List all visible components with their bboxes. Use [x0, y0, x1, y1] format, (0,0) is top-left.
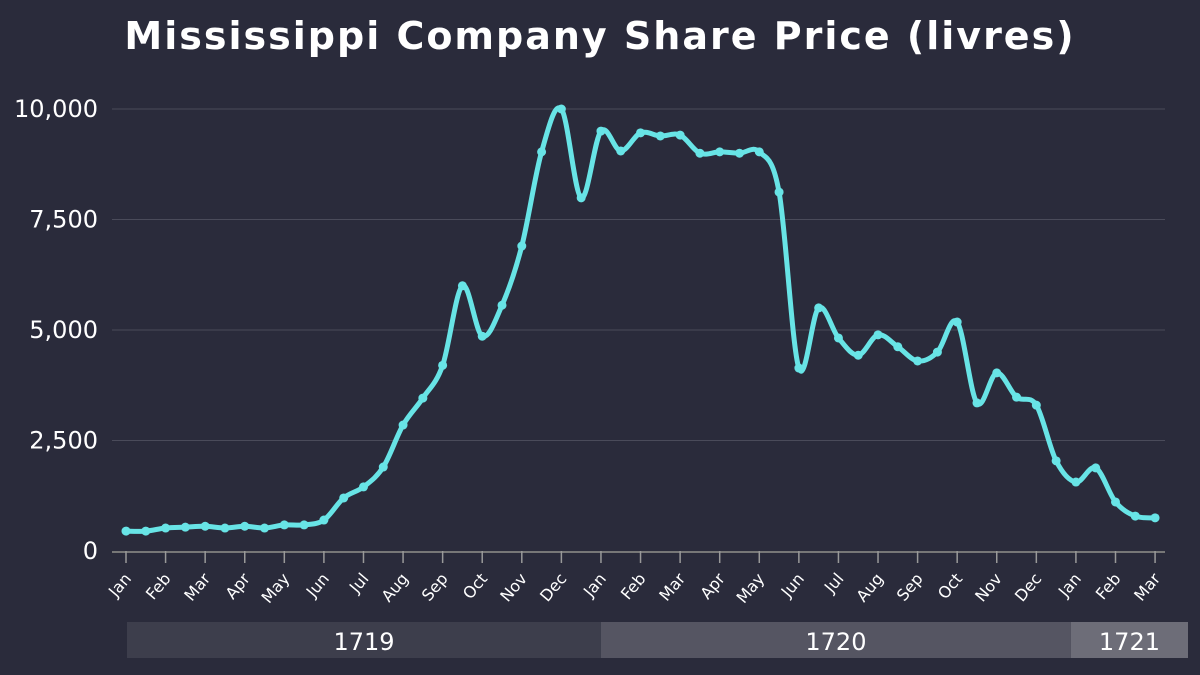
data-point: [418, 393, 428, 403]
year-band: [600, 622, 1071, 658]
data-point: [774, 187, 784, 197]
x-tick-label: Aug: [852, 569, 887, 605]
x-tick-label: Dec: [536, 569, 570, 605]
data-point: [655, 131, 665, 141]
data-point: [814, 303, 824, 313]
data-point: [734, 148, 744, 158]
data-point: [477, 331, 487, 341]
data-point: [873, 330, 883, 340]
x-tick-label: Dec: [1011, 569, 1045, 605]
data-point: [1071, 477, 1081, 487]
x-tick-label: Mar: [1130, 569, 1164, 605]
x-tick-label: Nov: [496, 569, 531, 605]
data-point: [952, 317, 962, 327]
data-point: [358, 482, 368, 492]
x-tick-label: Oct: [934, 569, 966, 602]
data-point: [398, 420, 408, 430]
x-tick-label: Jan: [104, 569, 135, 601]
data-point: [754, 147, 764, 157]
data-point: [378, 462, 388, 472]
x-tick-label: Jul: [345, 569, 373, 597]
data-point: [537, 147, 547, 157]
data-point: [913, 356, 923, 366]
data-point: [438, 360, 448, 370]
x-tick-label: Sep: [418, 569, 452, 604]
data-point: [893, 342, 903, 352]
data-point: [992, 368, 1002, 378]
x-tick-label: Oct: [459, 569, 491, 602]
x-tick-label: Jan: [1054, 569, 1085, 601]
data-point: [220, 523, 230, 533]
data-point: [1130, 511, 1140, 521]
data-point: [1012, 392, 1022, 402]
year-band: [1070, 622, 1188, 658]
price-line: [123, 105, 1158, 534]
data-point: [240, 521, 250, 531]
data-point: [1111, 497, 1120, 507]
data-point: [457, 281, 467, 291]
data-point: [200, 521, 210, 531]
data-point: [853, 350, 863, 360]
data-point: [1031, 400, 1041, 410]
data-point: [695, 148, 705, 158]
x-tick-label: Feb: [142, 569, 175, 603]
data-point: [1051, 456, 1061, 466]
data-point: [279, 520, 289, 530]
data-point: [1150, 513, 1160, 523]
x-tick-label: Apr: [696, 569, 729, 603]
x-tick-label: Feb: [617, 569, 650, 603]
x-tick-label: Aug: [377, 569, 412, 605]
x-tick-label: Mar: [180, 569, 214, 605]
x-tick-label: Sep: [893, 569, 927, 604]
x-tick-label: Jun: [302, 569, 333, 601]
x-tick-label: Jul: [820, 569, 848, 597]
data-point: [121, 526, 131, 536]
x-tick-label: Apr: [221, 569, 254, 603]
data-point: [161, 523, 171, 533]
year-label: 1721: [1099, 628, 1160, 656]
data-point: [972, 398, 982, 408]
data-point: [319, 515, 329, 525]
data-point: [180, 522, 190, 532]
data-point: [497, 300, 507, 310]
y-tick-label: 2,500: [29, 427, 98, 455]
chart-title: Mississippi Company Share Price (livres): [124, 14, 1076, 58]
x-tick-label: Feb: [1092, 569, 1125, 603]
data-point: [833, 333, 843, 343]
data-point: [596, 126, 606, 136]
data-point: [636, 128, 646, 138]
data-point: [616, 146, 626, 156]
data-point: [1091, 463, 1101, 473]
data-point: [715, 147, 725, 157]
y-tick-label: 0: [83, 537, 98, 565]
data-point: [794, 363, 804, 373]
x-tick-label: Nov: [971, 569, 1006, 605]
data-point: [675, 130, 685, 140]
data-point: [932, 347, 942, 357]
year-label: 1720: [805, 628, 866, 656]
y-tick-label: 10,000: [14, 95, 98, 123]
data-point: [260, 523, 270, 533]
y-tick-label: 5,000: [29, 316, 98, 344]
x-tick-label: Jan: [579, 569, 610, 601]
x-tick-label: May: [733, 569, 769, 607]
x-tick-label: Jun: [777, 569, 808, 601]
x-tick-label: Mar: [655, 569, 689, 605]
data-point: [141, 526, 151, 536]
x-tick-label: May: [258, 569, 294, 607]
year-label: 1719: [333, 628, 394, 656]
data-point: [517, 241, 527, 251]
data-point: [556, 104, 566, 114]
data-point: [576, 193, 586, 203]
data-point: [339, 493, 349, 503]
data-point: [299, 520, 309, 530]
year-band: [127, 622, 601, 658]
y-tick-label: 7,500: [29, 206, 98, 234]
